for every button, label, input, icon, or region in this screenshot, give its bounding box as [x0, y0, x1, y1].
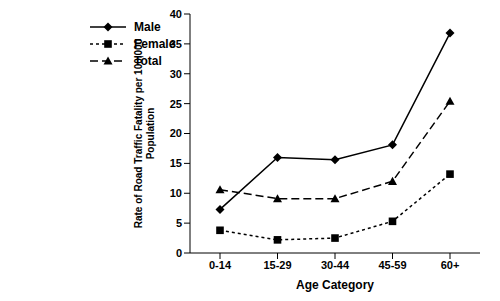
- svg-text:10: 10: [170, 187, 182, 199]
- svg-text:45-59: 45-59: [378, 259, 406, 271]
- svg-text:5: 5: [176, 217, 182, 229]
- svg-text:35: 35: [170, 38, 182, 50]
- svg-text:30-44: 30-44: [321, 259, 350, 271]
- svg-text:60+: 60+: [441, 259, 460, 271]
- svg-text:Age Category: Age Category: [296, 278, 374, 292]
- svg-text:15-29: 15-29: [263, 259, 291, 271]
- svg-text:20: 20: [170, 127, 182, 139]
- svg-text:25: 25: [170, 98, 182, 110]
- svg-text:0: 0: [176, 247, 182, 259]
- svg-text:15: 15: [170, 157, 182, 169]
- svg-text:30: 30: [170, 68, 182, 80]
- svg-text:0-14: 0-14: [209, 259, 232, 271]
- svg-text:Rate of Road Traffic Fatality: Rate of Road Traffic Fatality per 100,00…: [133, 38, 156, 228]
- svg-text:40: 40: [170, 8, 182, 20]
